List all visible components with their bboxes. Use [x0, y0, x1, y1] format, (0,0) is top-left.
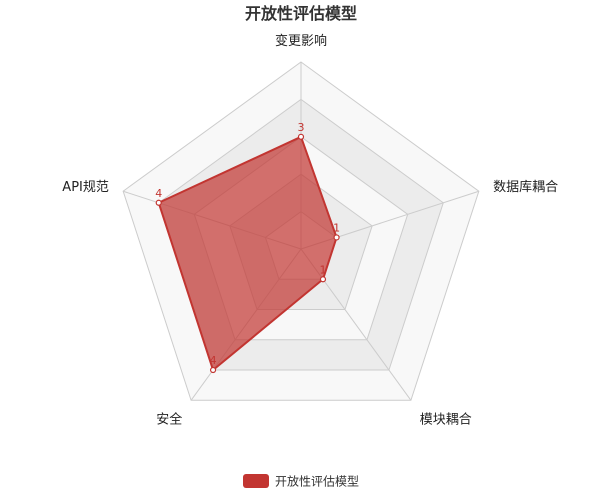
axis-label: API规范 [62, 180, 109, 195]
axis-label: 模块耦合 [420, 412, 472, 427]
data-label: 4 [210, 354, 217, 367]
legend-label[interactable]: 开放性评估模型 [275, 474, 359, 489]
data-point [319, 276, 327, 283]
legend[interactable]: 开放性评估模型 [243, 474, 359, 489]
data-label: 1 [319, 263, 326, 276]
series-area [157, 135, 338, 372]
grid-ring [122, 61, 480, 401]
legend-swatch[interactable] [243, 474, 269, 488]
grid-band [158, 99, 444, 371]
data-point [209, 366, 217, 374]
chart-title: 开放性评估模型 [245, 4, 357, 23]
data-point [155, 199, 162, 206]
axis-label: 数据库耦合 [493, 179, 558, 195]
data-point [297, 133, 305, 140]
radar-series-layer: 3 1 1 4 4 [155, 121, 340, 374]
grid-ring [158, 98, 444, 371]
data-point [333, 234, 340, 241]
data-label: 4 [155, 187, 162, 200]
data-label: 3 [298, 121, 305, 134]
axis-label: 安全 [156, 411, 182, 427]
data-label: 1 [333, 221, 340, 234]
axis-label: 变更影响 [275, 33, 327, 49]
grid-band [123, 62, 479, 401]
